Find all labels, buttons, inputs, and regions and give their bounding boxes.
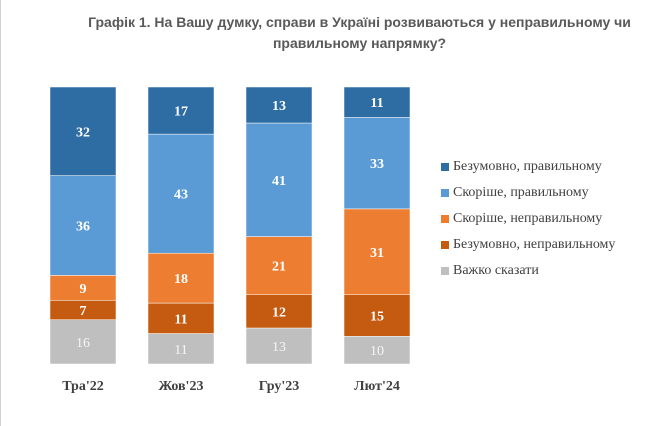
data-label: 11 <box>174 312 187 327</box>
bar-segment <box>343 208 411 296</box>
legend-swatch <box>441 241 449 249</box>
legend-swatch <box>441 189 449 197</box>
bar-segment <box>245 236 313 295</box>
data-label: 7 <box>80 304 87 319</box>
bar-segment <box>147 333 215 365</box>
legend-swatch <box>441 163 449 171</box>
legend-item: Безумовно, правильному <box>441 154 615 180</box>
data-label: 33 <box>370 157 384 172</box>
x-tick-label: Лют'24 <box>354 379 400 394</box>
data-label: 32 <box>76 125 90 140</box>
data-label: 17 <box>174 105 188 120</box>
data-label: 18 <box>174 272 188 287</box>
bar-segment <box>343 86 411 118</box>
legend-item: Важко сказати <box>441 258 615 284</box>
bar-segment <box>49 175 117 276</box>
x-tick-label: Тра'22 <box>62 379 103 394</box>
legend-item: Безумовно, неправильному <box>441 232 615 258</box>
bar-segment <box>245 294 313 329</box>
chart-title: Графік 1. На Вашу думку, справи в Україн… <box>1 12 659 54</box>
legend-label: Безумовно, правильному <box>453 159 602 174</box>
legend-label: Скоріше, правильному <box>453 185 589 200</box>
legend-label: Безумовно, неправильному <box>453 237 616 252</box>
bar-segment <box>147 133 215 254</box>
legend-label: Скоріше, неправильному <box>453 211 603 226</box>
bar-segment <box>49 86 117 176</box>
data-label: 36 <box>76 220 90 235</box>
x-tick-label: Жов'23 <box>159 379 204 394</box>
legend-label: Важко сказати <box>453 263 539 278</box>
data-label: 31 <box>370 246 384 261</box>
data-label: 15 <box>370 310 384 325</box>
data-label: 21 <box>272 260 286 275</box>
bar-segment <box>343 117 411 210</box>
data-label: 9 <box>80 282 87 297</box>
title-line-1: Графік 1. На Вашу думку, справи в Україн… <box>88 14 631 30</box>
legend: Безумовно, правильному Скоріше, правильно… <box>441 154 615 284</box>
bar-segment <box>245 86 313 124</box>
x-tick-label: Гру'23 <box>259 379 300 394</box>
bar-segment <box>343 294 411 337</box>
bar-segment <box>147 86 215 135</box>
data-label: 12 <box>272 305 286 320</box>
legend-swatch <box>441 267 449 275</box>
bar-segment <box>49 275 117 301</box>
data-label: 10 <box>370 344 384 359</box>
legend-item: Скоріше, правильному <box>441 180 615 206</box>
legend-item: Скоріше, неправильному <box>441 206 615 232</box>
bar-segment <box>245 122 313 237</box>
title-line-2: правильному напрямку? <box>272 35 447 51</box>
data-label: 16 <box>76 336 90 351</box>
data-label: 13 <box>272 340 286 355</box>
data-label: 43 <box>174 188 188 203</box>
legend-swatch <box>441 215 449 223</box>
data-label: 11 <box>174 343 187 358</box>
bar-segment <box>49 319 117 365</box>
data-label: 13 <box>272 99 286 114</box>
data-label: 11 <box>370 96 383 111</box>
bar-segment <box>343 336 411 365</box>
bar-segment <box>245 327 313 365</box>
data-label: 41 <box>272 174 286 189</box>
